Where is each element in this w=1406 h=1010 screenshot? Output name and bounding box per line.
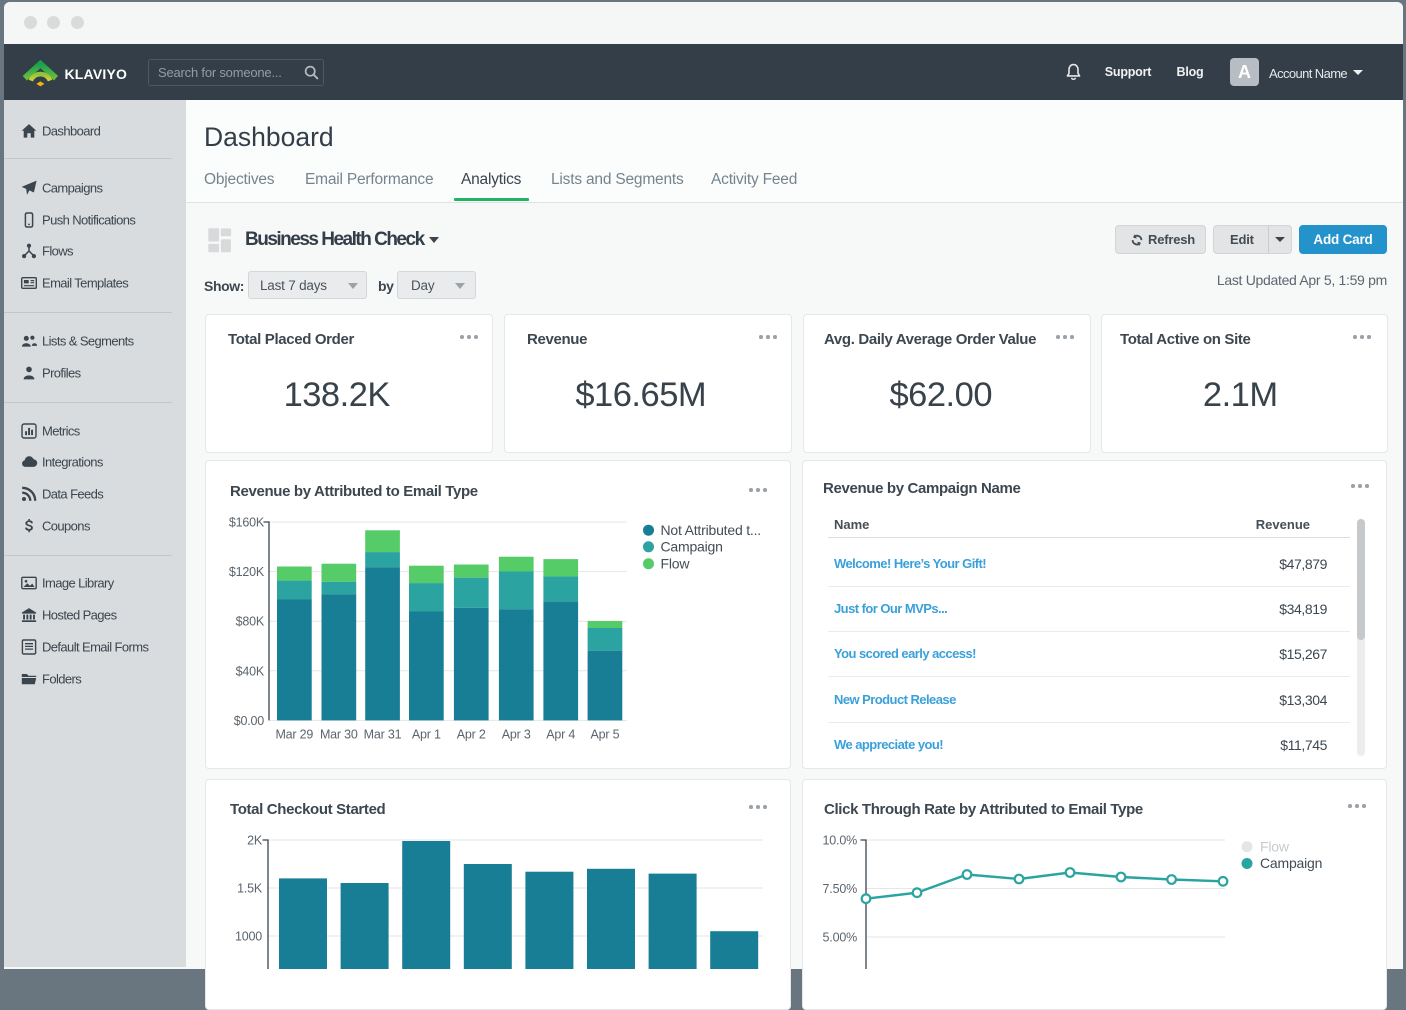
svg-text:Apr 1: Apr 1 <box>412 727 441 741</box>
svg-text:Campaign: Campaign <box>1260 855 1322 871</box>
svg-text:Apr 5: Apr 5 <box>590 727 619 741</box>
svg-text:Apr 2: Apr 2 <box>457 727 486 741</box>
svg-text:7.50%: 7.50% <box>823 882 858 896</box>
svg-text:5.00%: 5.00% <box>823 931 858 945</box>
svg-text:Mar 29: Mar 29 <box>275 727 313 741</box>
svg-text:1000: 1000 <box>235 930 262 944</box>
svg-text:Campaign: Campaign <box>661 538 723 554</box>
svg-text:Mar 31: Mar 31 <box>364 727 402 741</box>
svg-text:Mar 30: Mar 30 <box>320 727 358 741</box>
svg-text:$160K: $160K <box>229 515 265 529</box>
svg-text:Apr 3: Apr 3 <box>502 727 531 741</box>
svg-text:$0.00: $0.00 <box>234 713 265 727</box>
svg-text:Apr 4: Apr 4 <box>546 727 575 741</box>
svg-text:1.5K: 1.5K <box>237 882 263 896</box>
svg-text:$80K: $80K <box>236 614 265 628</box>
svg-text:$120K: $120K <box>229 565 265 579</box>
svg-text:Not Attributed t...: Not Attributed t... <box>661 522 761 538</box>
svg-text:Flow: Flow <box>661 555 691 571</box>
svg-text:$40K: $40K <box>236 664 265 678</box>
svg-text:10.0%: 10.0% <box>823 834 858 848</box>
svg-text:Flow: Flow <box>1260 838 1290 854</box>
svg-text:2K: 2K <box>247 834 263 848</box>
